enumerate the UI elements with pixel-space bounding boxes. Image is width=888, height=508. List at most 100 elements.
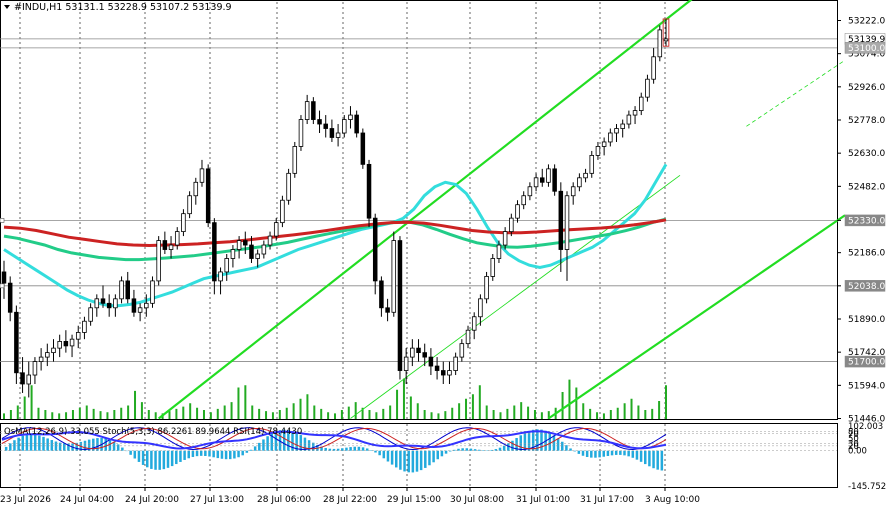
time-tick-label: 3 Aug 10:00 xyxy=(645,495,700,505)
candle-body xyxy=(509,217,514,233)
candle-body xyxy=(261,244,267,255)
candle-body xyxy=(113,298,118,309)
candle-body xyxy=(663,38,669,42)
candle-body xyxy=(348,114,353,120)
osc-tick-label: 50 xyxy=(848,435,859,445)
price-tag-label: 52038.0 xyxy=(848,282,885,292)
candle-body xyxy=(38,356,44,362)
candle-body xyxy=(416,347,421,354)
candle-body xyxy=(366,163,372,219)
channel-mid-line xyxy=(350,174,681,419)
candle-body xyxy=(174,231,180,246)
candle-body xyxy=(88,307,93,322)
candle-body xyxy=(304,101,310,120)
candle-body xyxy=(51,347,56,354)
candle-body xyxy=(249,244,254,259)
candle-body xyxy=(63,341,69,347)
candle-body xyxy=(657,29,663,58)
price-tick-label: 51446.0 xyxy=(848,415,885,425)
candle-body xyxy=(168,244,174,250)
candle-body xyxy=(478,298,483,318)
candle-body xyxy=(595,146,601,156)
candle-body xyxy=(354,114,359,134)
candle-body xyxy=(181,213,186,233)
channel-upper-line xyxy=(157,0,693,420)
candle-body xyxy=(453,356,458,371)
candle-body xyxy=(583,172,588,179)
rsi-line xyxy=(1,430,667,450)
price-tag-label: 52330.0 xyxy=(848,216,885,226)
candle-body xyxy=(490,258,496,277)
dropdown-triangle-icon[interactable] xyxy=(4,5,10,9)
price-tick-label: 53222.0 xyxy=(848,17,885,27)
candle-body xyxy=(515,204,520,219)
candle-body xyxy=(162,240,168,250)
candle-body xyxy=(570,186,576,197)
candle-body xyxy=(69,338,75,347)
line-handle xyxy=(0,218,5,223)
candle-body xyxy=(218,271,223,282)
candle-body xyxy=(608,132,613,143)
channel-mid-extension xyxy=(746,59,846,127)
osc-tick-label: 80 xyxy=(848,427,859,437)
candle-body xyxy=(267,235,273,246)
candle-body xyxy=(342,119,347,134)
candle-body xyxy=(292,146,298,174)
ma-line-slow xyxy=(3,218,667,248)
candle-body xyxy=(45,352,50,358)
candle-body xyxy=(379,280,384,309)
candle-body xyxy=(106,302,112,309)
candle-body xyxy=(496,244,502,259)
ma-line-mid xyxy=(3,217,667,262)
candle-body xyxy=(14,311,19,374)
price-tick-label: 52926.0 xyxy=(848,83,885,93)
candle-body xyxy=(280,199,285,224)
candles xyxy=(1,18,670,398)
candle-body xyxy=(57,341,62,349)
candle-body xyxy=(441,370,446,376)
candle-body xyxy=(298,119,304,147)
time-tick-label: 31 Jul 17:00 xyxy=(580,495,634,505)
candle-body xyxy=(75,332,81,340)
candle-body xyxy=(20,372,25,385)
candle-body xyxy=(614,128,619,134)
line-handle xyxy=(0,283,5,289)
price-tick-label: 52186.0 xyxy=(848,249,885,259)
time-tick-label: 23 Jul 2026 xyxy=(0,495,51,505)
candle-body xyxy=(144,302,149,309)
candle-body xyxy=(391,240,397,313)
candle-body xyxy=(187,195,192,215)
price-tag-box xyxy=(844,355,886,368)
osc-tick-label: 20 xyxy=(848,442,859,452)
price-tick-label: 52482.0 xyxy=(848,182,885,192)
price-tag-box xyxy=(844,42,886,54)
trend-channel[interactable] xyxy=(157,0,846,420)
price-tick-label: 51890.0 xyxy=(848,315,885,325)
candle-body xyxy=(632,110,638,116)
candle-body xyxy=(471,316,477,331)
osc-tick-label: 0.00 xyxy=(848,447,867,457)
candle-body xyxy=(286,172,291,201)
price-tag-label: 51700.0 xyxy=(848,358,885,368)
price-tick-label: 51742.0 xyxy=(848,348,885,358)
candle-body xyxy=(552,168,557,192)
candle-body xyxy=(397,240,403,371)
candle-body xyxy=(199,168,205,183)
candle-body xyxy=(317,119,322,125)
candle-body xyxy=(212,222,217,282)
candle-body xyxy=(7,282,13,313)
candle-body xyxy=(589,155,595,174)
time-tick-label: 30 Jul 08:00 xyxy=(450,495,504,505)
price-tag-label: 53139.9 xyxy=(848,35,885,45)
candle-body xyxy=(540,177,545,183)
price-tag-box xyxy=(844,214,886,227)
candle-body xyxy=(230,249,236,259)
candle-body xyxy=(521,195,526,206)
candle-body xyxy=(410,347,415,358)
time-tick-label: 28 Jul 06:00 xyxy=(257,495,311,505)
oscillator-label: OsMA(12,26,9) 33.055 Stoch(5,3,3) 86.226… xyxy=(4,427,302,437)
price-tick-label: 51594.0 xyxy=(848,381,885,391)
candle-body xyxy=(82,320,87,333)
